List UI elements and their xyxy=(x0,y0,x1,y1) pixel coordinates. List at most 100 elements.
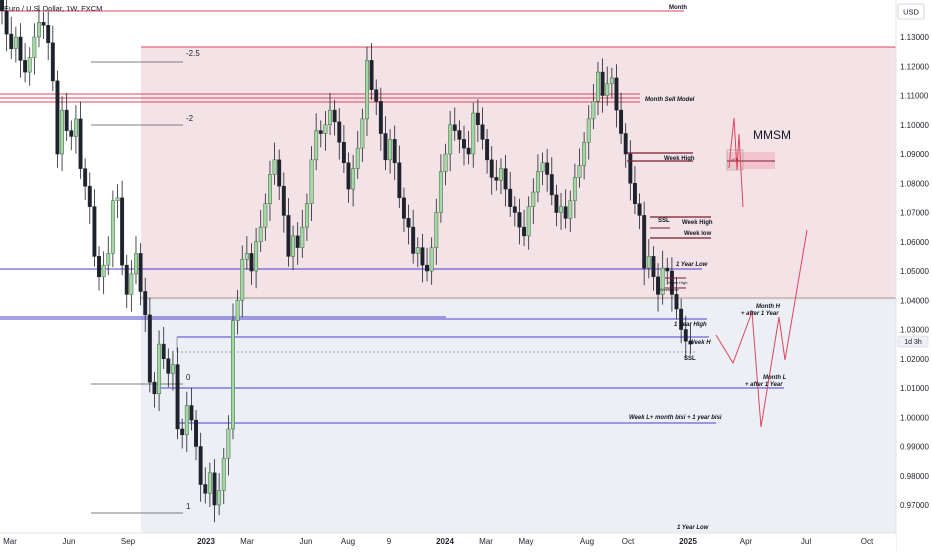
price-tick-label: 1.10000 xyxy=(900,121,929,130)
label-week-high-1: Week High xyxy=(664,156,695,162)
price-tick-label: 1.06000 xyxy=(900,238,929,247)
time-tick-label: Oct xyxy=(622,537,635,546)
candle-bear xyxy=(203,484,208,494)
candle-bull xyxy=(572,177,577,202)
time-tick-label: May xyxy=(518,537,533,546)
candle-bear xyxy=(23,60,28,73)
label-fib-neg-2: -2 xyxy=(186,114,194,123)
label-month-l-line-1: Month L xyxy=(763,375,787,381)
label-fib-neg-2-5: -2.5 xyxy=(186,49,200,58)
time-tick-label: 2023 xyxy=(197,537,215,546)
candle-bull xyxy=(37,22,41,38)
candle-bull xyxy=(355,147,360,169)
label-one-year-low-2: 1 Year Low xyxy=(677,525,709,531)
candle-bear xyxy=(480,124,485,140)
candle-bear xyxy=(175,364,180,430)
candle-bear xyxy=(341,142,346,164)
mmsm-mini-box xyxy=(726,149,744,171)
candle-bear xyxy=(466,147,471,155)
candle-bear xyxy=(619,109,624,134)
label-month-h-line-2: + after 1 Year xyxy=(741,311,779,317)
candle-bull xyxy=(535,171,540,193)
candle-bear xyxy=(92,206,97,257)
candle-bear xyxy=(457,130,462,140)
candle-bull xyxy=(591,101,596,120)
candle-bull xyxy=(134,253,138,275)
label-week-h: Week H xyxy=(689,340,711,346)
currency-badge[interactable] xyxy=(897,3,925,20)
candle-bear xyxy=(632,183,637,204)
candle-bull xyxy=(221,457,226,491)
candle-bear xyxy=(392,139,397,164)
candle-bull xyxy=(582,142,587,166)
time-tick-label: Mar xyxy=(479,537,493,546)
price-tick-label: 1.07000 xyxy=(900,209,929,218)
time-tick-label: Mar xyxy=(240,537,254,546)
candle-bear xyxy=(41,22,46,26)
candle-bear xyxy=(346,162,351,190)
label-mmsm-fvg: +FB xyxy=(731,157,739,162)
candle-bear xyxy=(0,0,4,11)
candle-bear xyxy=(97,256,101,278)
candle-bull xyxy=(129,273,134,295)
candle-bear xyxy=(152,381,157,395)
candle-bear xyxy=(46,25,51,44)
candle-bull xyxy=(388,139,393,161)
candle-bear xyxy=(212,472,217,506)
candle-bear xyxy=(277,159,282,187)
candle-bull xyxy=(443,153,448,172)
price-axis-panel[interactable] xyxy=(896,0,932,550)
candle-bear xyxy=(143,291,148,316)
price-tick-label: 1.02000 xyxy=(900,355,929,364)
price-tick-label: 1.05000 xyxy=(900,267,929,276)
label-month-l-line-2: + after 1 Year xyxy=(745,382,783,388)
candle-bear xyxy=(420,247,425,266)
candle-bull xyxy=(13,36,18,49)
candle-bull xyxy=(605,83,610,96)
candle-bull xyxy=(304,203,309,228)
candle-bear xyxy=(180,428,185,436)
candle-bear xyxy=(9,33,14,49)
price-tick-label: 1.03000 xyxy=(900,326,929,335)
candle-bear xyxy=(332,109,337,123)
projection-path xyxy=(715,229,808,428)
candle-bear xyxy=(55,80,60,155)
candle-bear xyxy=(401,197,406,219)
time-tick-label: Jul xyxy=(801,537,811,546)
label-one-year-low-1: 1 Year Low xyxy=(676,262,708,268)
candle-bear xyxy=(64,109,69,131)
candle-bear xyxy=(138,253,143,292)
candle-bull xyxy=(471,112,476,155)
candle-bull xyxy=(235,300,240,321)
price-tick-label: 1.01000 xyxy=(900,384,929,393)
candle-bear xyxy=(383,133,388,161)
time-axis-panel[interactable] xyxy=(0,533,896,550)
candle-bull xyxy=(429,247,434,272)
candle-bull xyxy=(540,162,545,172)
label-ssl-bottom: SSL xyxy=(684,356,696,362)
candle-bull xyxy=(217,490,222,506)
candle-bull xyxy=(157,343,162,395)
countdown-badge xyxy=(897,335,929,348)
price-tick-label: 0.98000 xyxy=(900,472,929,481)
price-tick-label: 1.08000 xyxy=(900,179,929,188)
candle-bull xyxy=(263,203,268,228)
candle-bull xyxy=(568,200,573,219)
label-fib-0: 0 xyxy=(186,373,191,382)
label-month-l-after: Month L + after 1 Year xyxy=(745,375,788,388)
candle-bear xyxy=(688,340,693,345)
price-tick-label: 1.00000 xyxy=(900,413,929,422)
candle-bear xyxy=(249,253,254,272)
candle-bear xyxy=(295,235,300,248)
label-fib-1: 1 xyxy=(186,502,191,511)
price-axis: 1.13000 1.12000 1.11000 1.10000 1.09000 1.080… xyxy=(900,33,929,510)
price-tick-label: 1.11000 xyxy=(900,92,929,101)
candle-bull xyxy=(226,428,231,459)
candle-bear xyxy=(452,124,457,131)
candle-bull xyxy=(586,118,591,143)
candle-bear xyxy=(147,314,152,383)
candle-bull xyxy=(314,130,319,161)
price-tick-label: 1.09000 xyxy=(900,150,929,159)
symbol-title: Euro / U.S. Dollar, 1W, FXCM xyxy=(4,4,102,13)
